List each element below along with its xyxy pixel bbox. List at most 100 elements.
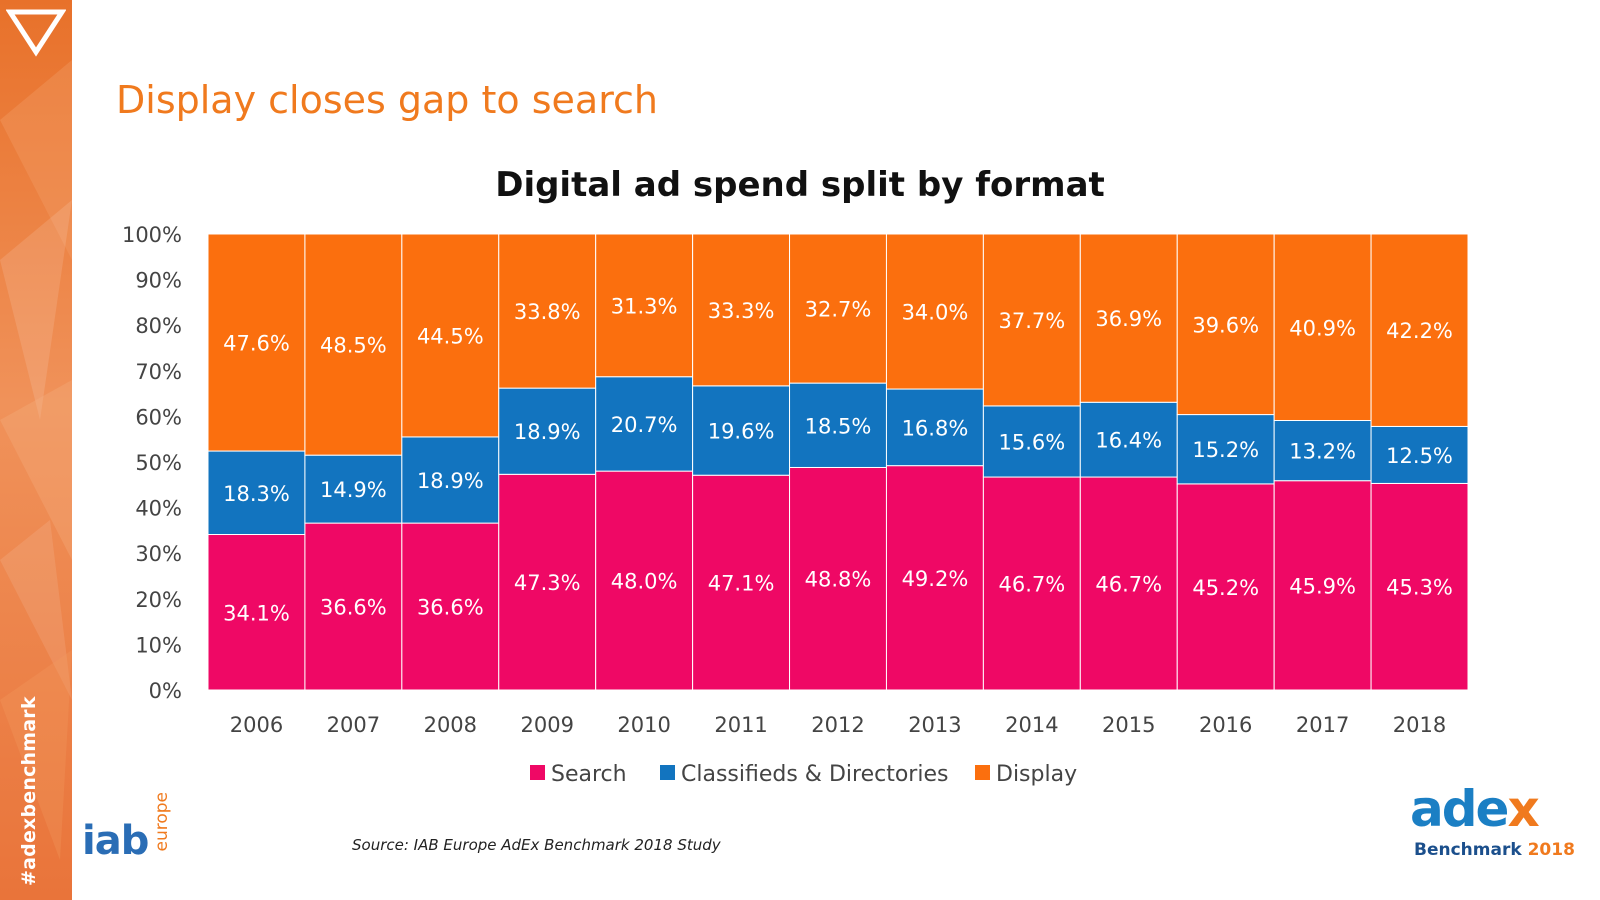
data-label: 47.6% xyxy=(223,332,290,356)
x-tick-label: 2008 xyxy=(424,713,477,737)
data-label: 15.2% xyxy=(1192,438,1259,462)
legend-swatch xyxy=(975,765,990,780)
legend-label: Classifieds & Directories xyxy=(681,762,948,787)
data-label: 15.6% xyxy=(998,430,1065,454)
data-label: 18.5% xyxy=(805,414,872,438)
bar-segment-search xyxy=(692,474,791,691)
data-label: 18.9% xyxy=(417,469,484,493)
data-label: 19.6% xyxy=(708,420,775,444)
legend-item-search: Search xyxy=(530,762,627,787)
y-tick-label: 100% xyxy=(122,223,182,247)
data-label: 44.5% xyxy=(417,324,484,348)
y-tick-label: 30% xyxy=(135,542,182,566)
legend-item-classifieds-directories: Classifieds & Directories xyxy=(660,762,948,787)
x-tick-label: 2013 xyxy=(908,713,961,737)
bar-segment-classifieds-directories xyxy=(885,388,984,467)
bar-segment-display xyxy=(401,233,500,438)
data-label: 18.3% xyxy=(223,482,290,506)
bar-segment-display xyxy=(1079,233,1178,403)
bar-segment-classifieds-directories xyxy=(789,382,887,468)
iab-logo-text: iab xyxy=(82,818,149,864)
x-tick-label: 2014 xyxy=(1005,713,1058,737)
bar-segment-search xyxy=(982,476,1081,691)
iab-europe-logo: iab europe xyxy=(82,790,182,870)
bar-segment-display xyxy=(692,233,791,387)
bar-segment-classifieds-directories xyxy=(207,450,306,536)
x-tick-label: 2016 xyxy=(1199,713,1252,737)
legend-swatch xyxy=(660,765,675,780)
data-label: 36.6% xyxy=(417,596,484,620)
y-tick-label: 60% xyxy=(135,405,182,429)
source-note: Source: IAB Europe AdEx Benchmark 2018 S… xyxy=(352,836,721,854)
iab-logo-region: europe xyxy=(152,792,172,852)
data-label: 12.5% xyxy=(1386,444,1453,468)
data-label: 20.7% xyxy=(611,413,678,437)
data-label: 13.2% xyxy=(1289,440,1356,464)
adex-logo-subtitle: Benchmark 2018 xyxy=(1414,840,1575,860)
data-label: 48.5% xyxy=(320,334,387,358)
data-label: 34.1% xyxy=(223,601,290,625)
bar-segment-display xyxy=(982,233,1081,407)
data-label: 31.3% xyxy=(611,294,678,318)
data-label: 45.9% xyxy=(1289,574,1356,598)
data-label: 16.8% xyxy=(902,416,969,440)
data-label: 46.7% xyxy=(1095,573,1162,597)
bars: 34.1% 18.3% 47.6% 36.6% 14.9% 48.5% 36.6% 18.9%… xyxy=(207,233,1469,691)
x-tick-label: 2017 xyxy=(1296,713,1349,737)
data-label: 48.0% xyxy=(611,570,678,594)
bar-segment-search xyxy=(595,470,694,691)
data-label: 47.3% xyxy=(514,571,581,595)
data-label: 14.9% xyxy=(320,478,387,502)
legend-item-display: Display xyxy=(975,762,1077,787)
bar-segment-classifieds-directories xyxy=(401,436,500,524)
bar-segment-classifieds-directories xyxy=(982,405,1081,478)
adex-logo-prefix: ade xyxy=(1410,780,1509,838)
slide-title: Display closes gap to search xyxy=(116,78,658,122)
y-tick-label: 90% xyxy=(135,269,182,293)
bar-segment-display xyxy=(885,233,984,390)
sidebar-facets xyxy=(0,60,72,860)
bar-segment-search xyxy=(304,522,403,691)
y-axis: 0% 10% 20% 30% 40% 50% 60% 70% 80% 90% 100% xyxy=(122,223,182,703)
x-tick-label: 2012 xyxy=(811,713,864,737)
bar-segment-search xyxy=(885,465,984,691)
data-label: 46.7% xyxy=(998,573,1065,597)
bar-segment-classifieds-directories xyxy=(1176,414,1275,485)
y-tick-label: 0% xyxy=(149,679,182,703)
bar-segment-display xyxy=(304,233,403,456)
bar-segment-search xyxy=(207,534,306,691)
bar-segment-search xyxy=(1079,476,1178,691)
y-tick-label: 20% xyxy=(135,588,182,612)
bar-segment-classifieds-directories xyxy=(692,385,791,476)
y-tick-label: 70% xyxy=(135,360,182,384)
adex-benchmark-logo: adex Benchmark 2018 xyxy=(1408,780,1575,868)
bar-segment-display xyxy=(498,233,597,389)
bar-segment-classifieds-directories xyxy=(595,376,694,472)
x-tick-label: 2015 xyxy=(1102,713,1155,737)
y-tick-label: 40% xyxy=(135,497,182,521)
x-tick-label: 2006 xyxy=(230,713,283,737)
chart-title: Digital ad spend split by format xyxy=(495,165,1105,205)
adex-logo-year: 2018 xyxy=(1527,840,1575,860)
x-tick-label: 2009 xyxy=(521,713,574,737)
data-label: 33.3% xyxy=(708,299,775,323)
x-tick-label: 2010 xyxy=(617,713,670,737)
y-tick-label: 10% xyxy=(135,633,182,657)
adex-logo-sub: Benchmark xyxy=(1414,840,1522,860)
adex-logo-x: x xyxy=(1507,780,1539,838)
data-label: 45.3% xyxy=(1386,576,1453,600)
y-tick-label: 80% xyxy=(135,314,182,338)
bar-segment-classifieds-directories xyxy=(304,454,403,524)
triangle-logo-icon xyxy=(6,9,66,57)
data-label: 49.2% xyxy=(902,567,969,591)
adex-logo-word: adex xyxy=(1410,780,1540,838)
data-label: 34.0% xyxy=(902,301,969,325)
bar-segment-search xyxy=(1370,482,1469,691)
bar-segment-display xyxy=(1176,233,1275,416)
x-axis: 2006 2007 2008 2009 2010 2011 2012 2013 2014 2015… xyxy=(230,713,1447,737)
legend-label: Search xyxy=(551,762,627,787)
legend: Search Classifieds & Directories Display xyxy=(530,762,1077,787)
data-label: 36.9% xyxy=(1095,307,1162,331)
